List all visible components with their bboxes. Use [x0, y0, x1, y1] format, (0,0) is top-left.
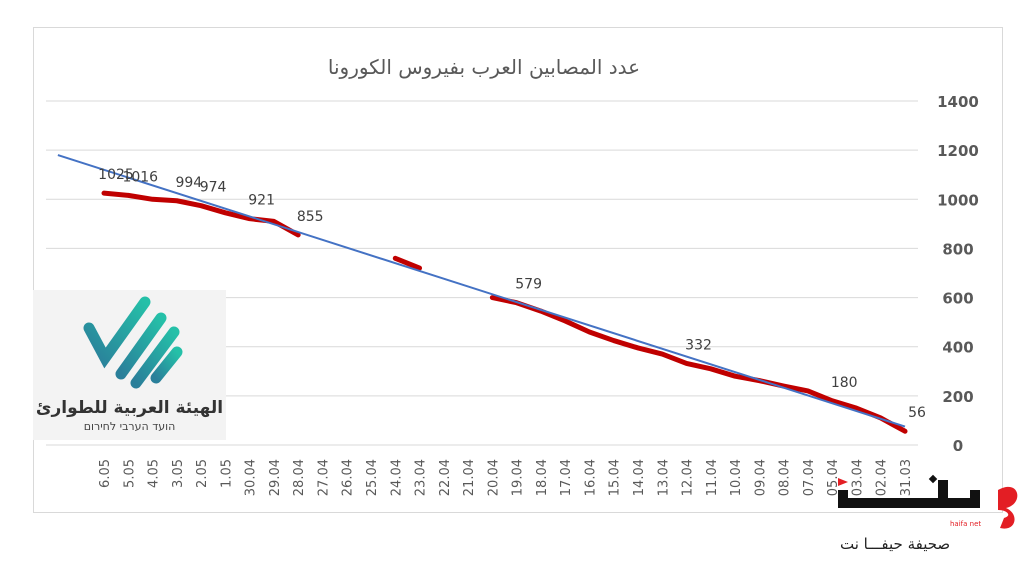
series-line-segment: [392, 255, 423, 271]
x-tick-label: 16.04: [583, 459, 598, 496]
y-tick-label: 200: [942, 388, 973, 406]
x-tick-label: 21.04: [462, 459, 477, 496]
chart-frame: [33, 27, 1003, 513]
y-tick-label: 800: [942, 240, 973, 258]
x-tick-label: 09.04: [753, 459, 768, 496]
stripes-logo-icon: [83, 296, 183, 389]
x-tick-label: 3.05: [171, 459, 186, 488]
y-tick-label: 400: [942, 339, 973, 357]
chart-title: عدد المصابين العرب بفيروس الكورونا: [328, 55, 640, 79]
x-tick-label: 31.03: [899, 459, 914, 496]
x-tick-label: 19.04: [511, 459, 526, 496]
data-label: 1016: [122, 169, 158, 185]
data-label: 180: [831, 375, 858, 391]
x-tick-label: 13.04: [656, 459, 671, 496]
series-line-segment: [101, 190, 301, 238]
data-label: 56: [908, 405, 926, 421]
emergency-committee-logo: الهيئة العربية للطوارئ הועד הערבי לחירום: [33, 290, 226, 440]
x-tick-label: 15.04: [608, 459, 623, 496]
data-label: 921: [248, 193, 275, 209]
haifa-tag: haifa net: [950, 520, 981, 528]
trendline: [57, 154, 906, 428]
x-tick-label: 24.04: [389, 459, 404, 496]
x-tick-label: 29.04: [268, 459, 283, 496]
logo-text-hebrew: הועד הערבי לחירום: [83, 420, 176, 433]
x-tick-label: 4.05: [147, 459, 162, 488]
series-line-segment: [489, 295, 908, 434]
x-tick-label: 05.04: [826, 459, 841, 496]
y-tick-label: 1400: [937, 93, 979, 111]
x-tick-label: 10.04: [729, 459, 744, 496]
x-tick-label: 25.04: [365, 459, 380, 496]
data-label: 579: [515, 277, 542, 293]
x-tick-label: 08.04: [778, 459, 793, 496]
y-tick-label: 600: [942, 290, 973, 308]
x-tick-label: 11.04: [705, 459, 720, 496]
haifa-subtitle: صحيفة حيفـــا نت: [840, 535, 951, 553]
haifa-net-logo: haifa net: [838, 474, 1018, 529]
x-tick-label: 20.04: [486, 459, 501, 496]
data-label: 1025: [98, 167, 134, 183]
y-tick-label: 1000: [937, 191, 979, 209]
x-tick-label: 03.04: [850, 459, 865, 496]
x-tick-label: 18.04: [535, 459, 550, 496]
y-tick-label: 1200: [937, 142, 979, 160]
x-tick-label: 30.04: [244, 459, 259, 496]
x-tick-label: 14.04: [632, 459, 647, 496]
x-tick-label: 17.04: [559, 459, 574, 496]
x-tick-label: 27.04: [316, 459, 331, 496]
x-tick-label: 5.05: [122, 459, 137, 488]
x-tick-label: 22.04: [438, 459, 453, 496]
x-tick-label: 23.04: [414, 459, 429, 496]
data-label: 974: [200, 180, 227, 196]
data-label: 332: [685, 337, 712, 353]
x-tick-label: 1.05: [219, 459, 234, 488]
data-label: 994: [175, 175, 202, 191]
logo-text-arabic: الهيئة العربية للطوارئ: [35, 398, 224, 418]
x-tick-label: 12.04: [681, 459, 696, 496]
x-tick-label: 02.04: [875, 459, 890, 496]
x-tick-label: 2.05: [195, 459, 210, 488]
data-label: 855: [297, 209, 324, 225]
x-tick-label: 26.04: [341, 459, 356, 496]
x-tick-label: 6.05: [98, 459, 113, 488]
x-tick-label: 07.04: [802, 459, 817, 496]
y-tick-label: 0: [953, 437, 963, 455]
x-tick-label: 28.04: [292, 459, 307, 496]
